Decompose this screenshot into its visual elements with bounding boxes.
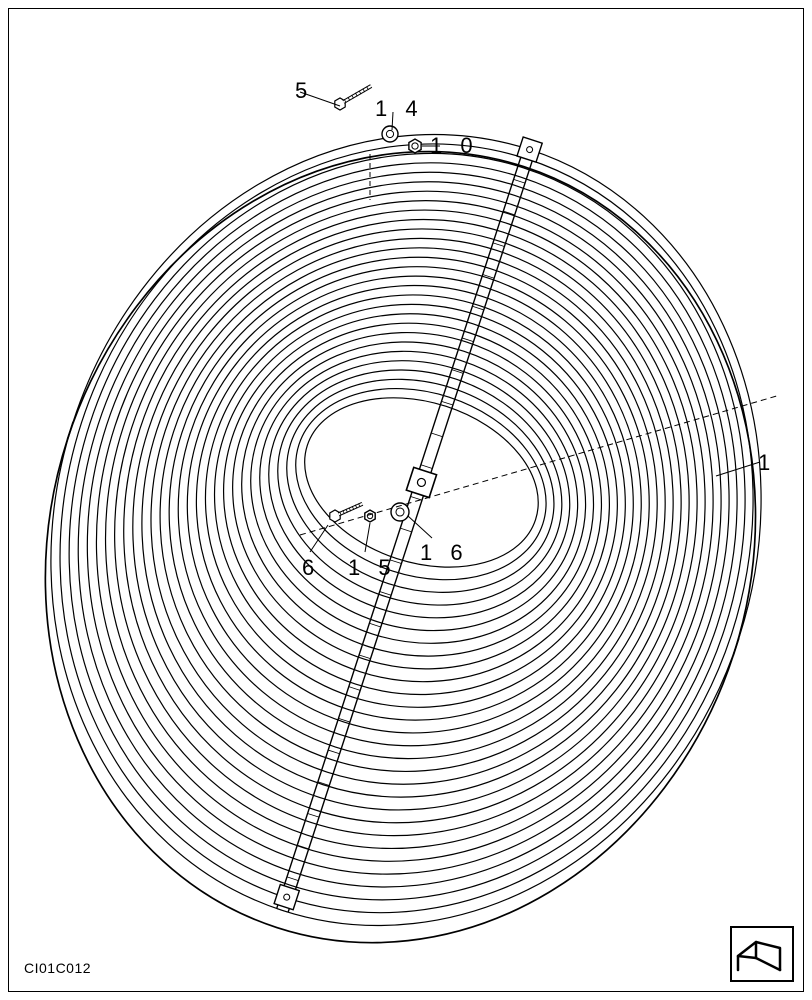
- callout-16: 1 6: [420, 540, 469, 566]
- page: 5 1 4 1 0 1 6 1 5 1 6 CI01C012: [0, 0, 812, 1000]
- callout-1: 1: [758, 450, 776, 476]
- technical-drawing: [0, 0, 812, 1000]
- callout-5: 5: [295, 78, 313, 104]
- document-id: CI01C012: [24, 960, 91, 976]
- callout-6: 6: [302, 555, 320, 581]
- callout-14: 1 4: [375, 96, 424, 122]
- callout-10: 1 0: [430, 133, 479, 159]
- section-icon: [730, 926, 794, 982]
- callout-15: 1 5: [348, 555, 397, 581]
